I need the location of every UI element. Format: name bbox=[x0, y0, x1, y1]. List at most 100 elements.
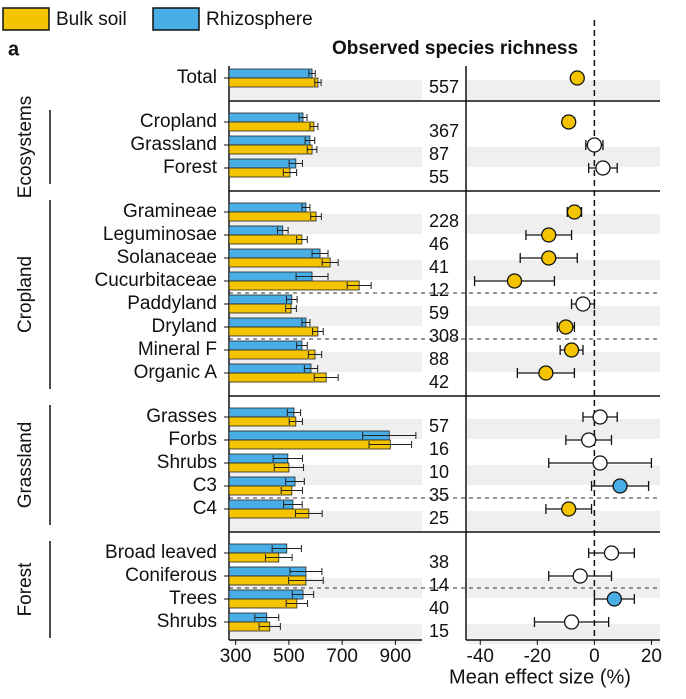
row-stripe bbox=[467, 465, 660, 485]
count-label: 557 bbox=[429, 77, 459, 97]
error-bar bbox=[311, 250, 329, 257]
row-stripe bbox=[467, 80, 660, 100]
error-bar bbox=[368, 441, 413, 448]
bar bbox=[228, 144, 313, 155]
error-bar bbox=[289, 568, 323, 575]
x-tick-label: 700 bbox=[326, 646, 358, 667]
bar bbox=[228, 476, 296, 487]
count-label: 41 bbox=[429, 257, 449, 277]
x-axis-label: Mean effect size (%) bbox=[449, 666, 631, 688]
x2-tick-label: 20 bbox=[641, 646, 662, 667]
category-label: Forest bbox=[163, 157, 218, 178]
bar bbox=[228, 349, 316, 360]
bar bbox=[228, 317, 307, 328]
error-bar bbox=[283, 501, 303, 508]
count-label: 10 bbox=[429, 462, 449, 482]
error-bar bbox=[272, 455, 303, 462]
error-bar bbox=[303, 365, 319, 372]
error-bar bbox=[291, 591, 315, 598]
count-label: 228 bbox=[429, 211, 459, 231]
error-bar bbox=[282, 169, 298, 176]
row-stripe bbox=[467, 419, 660, 439]
error-bar bbox=[296, 236, 308, 243]
category-label: Organic A bbox=[134, 362, 218, 383]
x2-tick-label: 0 bbox=[589, 646, 600, 667]
category-label: Solanaceae bbox=[117, 247, 217, 268]
bar bbox=[228, 280, 360, 291]
x2-tick-label: -20 bbox=[524, 646, 551, 667]
error-bar bbox=[264, 554, 293, 561]
bar bbox=[228, 135, 311, 146]
legend-swatch bbox=[2, 7, 50, 31]
category-label: Cropland bbox=[140, 111, 217, 132]
error-bar bbox=[288, 418, 303, 425]
category-label: Cucurbitaceae bbox=[94, 270, 217, 291]
chart-title: Observed species richness bbox=[332, 38, 578, 59]
category-label: Paddyland bbox=[127, 293, 217, 314]
bar bbox=[228, 248, 321, 259]
error-bar bbox=[271, 545, 302, 552]
error-bar bbox=[286, 296, 298, 303]
group-label: Grassland bbox=[15, 422, 36, 509]
count-label: 42 bbox=[429, 372, 449, 392]
category-label: Broad leaved bbox=[105, 542, 217, 563]
error-bar bbox=[346, 282, 372, 289]
bar bbox=[228, 407, 295, 418]
error-bar bbox=[307, 351, 323, 358]
error-bar bbox=[312, 328, 324, 335]
effect-point bbox=[558, 319, 574, 335]
bar bbox=[228, 202, 307, 213]
category-label: Coniferous bbox=[125, 565, 217, 586]
bar bbox=[228, 416, 297, 427]
panel-label: a bbox=[8, 38, 20, 60]
error-bar bbox=[313, 374, 339, 381]
count-label: 308 bbox=[429, 326, 459, 346]
error-bar bbox=[285, 600, 309, 607]
legend-label: Rhizosphere bbox=[206, 9, 313, 30]
category-label: Grasses bbox=[146, 406, 217, 427]
error-bar bbox=[314, 79, 322, 86]
category-label: Forbs bbox=[168, 429, 217, 450]
effect-point bbox=[612, 478, 628, 494]
count-label: 46 bbox=[429, 234, 449, 254]
effect-point bbox=[572, 568, 588, 584]
bar bbox=[228, 121, 315, 132]
category-label: Mineral F bbox=[138, 339, 217, 360]
row-stripe bbox=[467, 147, 660, 167]
effect-point bbox=[561, 114, 577, 130]
category-label: Shrubs bbox=[157, 611, 217, 632]
group-label: Forest bbox=[15, 562, 36, 617]
category-label: Grassland bbox=[130, 134, 217, 155]
error-bar bbox=[295, 510, 323, 517]
count-label: 35 bbox=[429, 485, 449, 505]
x-tick-label: 300 bbox=[220, 646, 252, 667]
bar bbox=[228, 439, 391, 450]
count-label: 87 bbox=[429, 144, 449, 164]
category-label: Leguminosae bbox=[103, 224, 217, 245]
category-label: Gramineae bbox=[123, 201, 217, 222]
error-bar bbox=[276, 227, 289, 234]
bar bbox=[228, 326, 319, 337]
effect-point bbox=[566, 204, 583, 220]
category-label: Shrubs bbox=[157, 452, 217, 473]
error-bar bbox=[288, 577, 324, 584]
category-label: C4 bbox=[193, 498, 218, 519]
error-bar bbox=[308, 70, 316, 77]
row-stripe bbox=[467, 624, 660, 644]
bar bbox=[228, 294, 293, 305]
category-label: Trees bbox=[169, 588, 217, 609]
group-label: Cropland bbox=[15, 256, 36, 333]
x-tick-label: 900 bbox=[380, 646, 412, 667]
error-bar bbox=[286, 409, 302, 416]
x2-tick-label: -40 bbox=[467, 646, 494, 667]
bar bbox=[228, 211, 317, 222]
error-bar bbox=[296, 342, 308, 349]
legend-swatch bbox=[152, 7, 200, 31]
category-label: Total bbox=[177, 67, 217, 88]
bar bbox=[228, 340, 303, 351]
bar bbox=[228, 112, 304, 123]
count-label: 55 bbox=[429, 167, 449, 187]
effect-point bbox=[606, 591, 623, 607]
row-stripe bbox=[467, 214, 660, 234]
